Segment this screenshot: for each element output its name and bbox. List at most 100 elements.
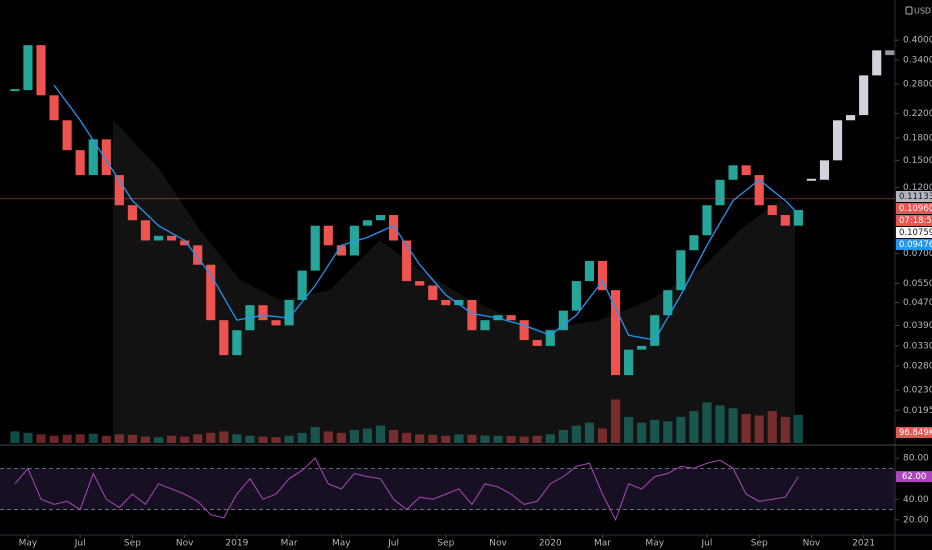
candle xyxy=(297,270,307,300)
candle xyxy=(49,95,59,121)
volume-bar xyxy=(62,434,72,443)
lock-icon[interactable] xyxy=(905,6,913,15)
candle xyxy=(362,220,373,226)
candle xyxy=(532,340,542,346)
volume-bar xyxy=(467,434,477,443)
rsi-tick-label: 80.00 xyxy=(903,454,929,464)
candle xyxy=(637,345,647,350)
candle xyxy=(767,205,777,216)
volume-bar xyxy=(402,432,412,443)
candle xyxy=(232,330,242,356)
candle xyxy=(101,139,111,176)
volume-bar xyxy=(206,432,216,443)
x-tick-label: Nov xyxy=(489,539,507,549)
candle xyxy=(859,75,869,116)
volume-bar xyxy=(741,414,751,443)
price-badge xyxy=(896,191,932,202)
candle xyxy=(88,139,98,176)
price-badge-label: 0.10759 xyxy=(899,228,932,238)
volume-bar xyxy=(219,431,229,443)
volume-bar xyxy=(193,434,203,443)
volume-bar xyxy=(728,408,738,443)
x-tick-label: Sep xyxy=(437,539,454,549)
price-badge xyxy=(896,215,932,226)
rsi-line xyxy=(14,457,799,522)
candle xyxy=(219,320,229,356)
volume-bar xyxy=(415,434,425,443)
volume-badge-label: 96.849K xyxy=(899,428,932,438)
x-tick-label: May xyxy=(19,539,38,549)
volume-bar xyxy=(258,436,268,443)
price-badge-label: 0.10960 xyxy=(899,204,932,214)
x-tick-label: Jul xyxy=(74,539,86,549)
candle xyxy=(415,281,425,286)
x-tick-label: Jul xyxy=(387,539,399,549)
volume-bar xyxy=(454,434,464,443)
volume-bar xyxy=(114,434,124,443)
candle xyxy=(872,50,882,76)
volume-bar xyxy=(663,421,673,443)
volume-bar xyxy=(297,432,307,443)
candle xyxy=(127,205,137,221)
candle xyxy=(728,165,738,180)
moving-average xyxy=(53,84,797,341)
price-badge-label: 0.11133 xyxy=(899,192,932,202)
volume-bar xyxy=(153,437,164,443)
candle xyxy=(36,45,46,96)
candle xyxy=(206,264,216,321)
price-badge-label: 0.09476 xyxy=(899,240,932,250)
candle xyxy=(571,281,581,311)
candle xyxy=(349,225,359,256)
price-badge-label: 07:18:58 xyxy=(899,216,932,226)
volume-bar xyxy=(140,436,151,443)
x-tick-label: Nov xyxy=(803,539,821,549)
candle xyxy=(545,330,555,346)
volume-bar xyxy=(23,432,33,443)
price-badge xyxy=(896,239,932,250)
rsi-tick-label: 20.00 xyxy=(903,515,929,525)
candle xyxy=(441,299,451,306)
candle xyxy=(180,240,190,246)
volume-bar xyxy=(767,411,777,443)
volume-bar xyxy=(519,436,529,443)
candle xyxy=(702,205,712,236)
candle xyxy=(584,260,595,282)
volume-bar xyxy=(75,434,85,443)
candle xyxy=(258,305,268,321)
candle xyxy=(558,310,568,331)
volume-bar xyxy=(584,422,595,443)
candle xyxy=(114,175,124,206)
candle xyxy=(271,320,281,326)
volume-bar xyxy=(10,431,20,443)
volume-bar xyxy=(715,405,725,443)
volume-bar xyxy=(493,435,503,443)
rsi-band xyxy=(0,468,895,510)
candle xyxy=(624,349,634,376)
volume-bar xyxy=(349,429,359,443)
x-tick-label: Mar xyxy=(281,539,298,549)
candle xyxy=(375,215,386,221)
candle xyxy=(323,225,333,246)
volume-bar xyxy=(88,433,98,443)
candle xyxy=(402,240,412,282)
candle xyxy=(663,290,673,316)
candle xyxy=(754,175,764,206)
candle xyxy=(676,250,686,291)
price-badge xyxy=(896,203,932,214)
volume-bar xyxy=(532,435,542,443)
currency-label: USDT xyxy=(914,7,932,16)
volume-bar xyxy=(127,434,137,443)
candle xyxy=(310,225,320,271)
candle xyxy=(193,245,203,265)
candle xyxy=(689,235,699,251)
volume-bar xyxy=(702,402,712,443)
volume-bar xyxy=(597,428,608,443)
price-badge xyxy=(896,227,932,238)
volume-bar xyxy=(610,399,621,443)
